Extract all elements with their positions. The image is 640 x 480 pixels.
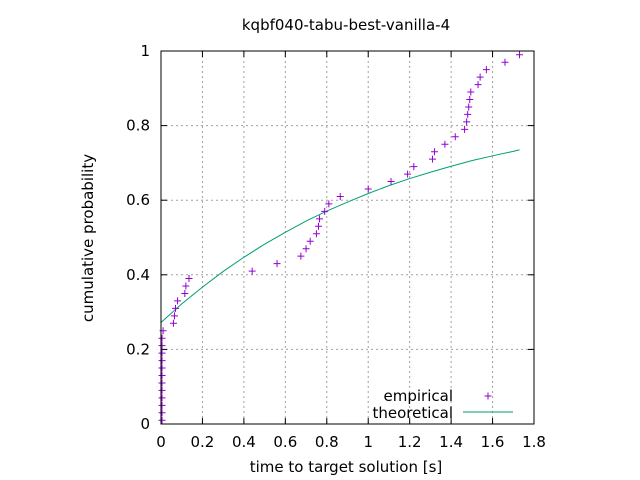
- empirical-point: [476, 73, 484, 81]
- empirical-point: [158, 334, 166, 342]
- empirical-point: [158, 349, 166, 357]
- x-tick-label: 1.8: [522, 433, 546, 451]
- empirical-point: [312, 230, 320, 238]
- empirical-point: [182, 282, 190, 290]
- empirical-point: [464, 110, 472, 118]
- empirical-point: [321, 207, 329, 215]
- empirical-point: [501, 58, 509, 66]
- empirical-point: [306, 237, 314, 245]
- empirical-point: [158, 401, 166, 409]
- empirical-point: [158, 379, 166, 387]
- empirical-point: [431, 148, 439, 156]
- x-tick-label: 0.8: [315, 433, 339, 451]
- empirical-point: [172, 304, 180, 312]
- empirical-point: [158, 372, 166, 380]
- legend-marker-empirical: [484, 392, 492, 400]
- empirical-point: [482, 66, 490, 74]
- empirical-point: [170, 312, 178, 320]
- empirical-point: [273, 260, 281, 268]
- x-tick-label: 0.4: [232, 433, 256, 451]
- empirical-point: [158, 386, 166, 394]
- legend-label-empirical: empirical: [384, 387, 453, 405]
- y-tick-label: 0.6: [126, 191, 150, 209]
- legend: empirical theoretical: [372, 387, 513, 422]
- empirical-point: [428, 155, 436, 163]
- empirical-point: [463, 118, 471, 126]
- empirical-point: [158, 342, 166, 350]
- series-empirical: [158, 51, 523, 424]
- empirical-point: [410, 163, 418, 171]
- x-tick-label: 0: [156, 433, 166, 451]
- empirical-point: [316, 215, 324, 223]
- legend-point-empirical: [484, 392, 492, 400]
- y-tick-label: 0.2: [126, 340, 150, 358]
- empirical-point: [336, 192, 344, 200]
- y-axis-label: cumulative probability: [79, 154, 97, 322]
- empirical-point: [169, 319, 177, 327]
- x-tick-label: 0.2: [191, 433, 215, 451]
- series-theoretical: [160, 149, 520, 323]
- x-tick-label: 1.2: [398, 433, 422, 451]
- empirical-point: [185, 275, 193, 283]
- plot-frame: [160, 50, 535, 425]
- empirical-point: [451, 133, 459, 141]
- empirical-point: [248, 267, 256, 275]
- empirical-point: [474, 81, 482, 89]
- x-tick-label: 1.6: [481, 433, 505, 451]
- empirical-point: [441, 140, 449, 148]
- empirical-point: [387, 178, 395, 186]
- empirical-point: [467, 88, 475, 96]
- empirical-point: [302, 245, 310, 253]
- empirical-point: [465, 103, 473, 111]
- x-tick-label: 0.6: [273, 433, 297, 451]
- empirical-point: [174, 297, 182, 305]
- theoretical-curve: [160, 149, 520, 323]
- y-tick-label: 0.4: [126, 266, 150, 284]
- x-tick-label: 1: [363, 433, 373, 451]
- y-tick-label: 1: [140, 42, 150, 60]
- empirical-point: [404, 170, 412, 178]
- x-tick-label: 1.4: [439, 433, 463, 451]
- legend-label-theoretical: theoretical: [372, 404, 453, 422]
- empirical-point: [158, 364, 166, 372]
- tick-labels: 0 0.2 0.4 0.6 0.8 1 1.2 1.4 1.6 1.8 0 0.2 0.4 0.6 0.8 1: [126, 42, 546, 451]
- chart-title: kqbf040-tabu-best-vanilla-4: [242, 16, 450, 34]
- empirical-point: [325, 200, 333, 208]
- empirical-point: [158, 357, 166, 365]
- x-axis-label: time to target solution [s]: [250, 458, 443, 476]
- empirical-point: [314, 222, 322, 230]
- empirical-point: [158, 409, 166, 417]
- y-tick-label: 0: [140, 415, 150, 433]
- empirical-point: [515, 51, 523, 59]
- empirical-point: [297, 252, 305, 260]
- empirical-point: [466, 95, 474, 103]
- y-tick-label: 0.8: [126, 117, 150, 135]
- empirical-point: [158, 416, 166, 424]
- grid: [161, 51, 534, 424]
- empirical-point: [364, 185, 372, 193]
- empirical-point: [461, 125, 469, 133]
- empirical-point: [181, 289, 189, 297]
- empirical-point: [158, 394, 166, 402]
